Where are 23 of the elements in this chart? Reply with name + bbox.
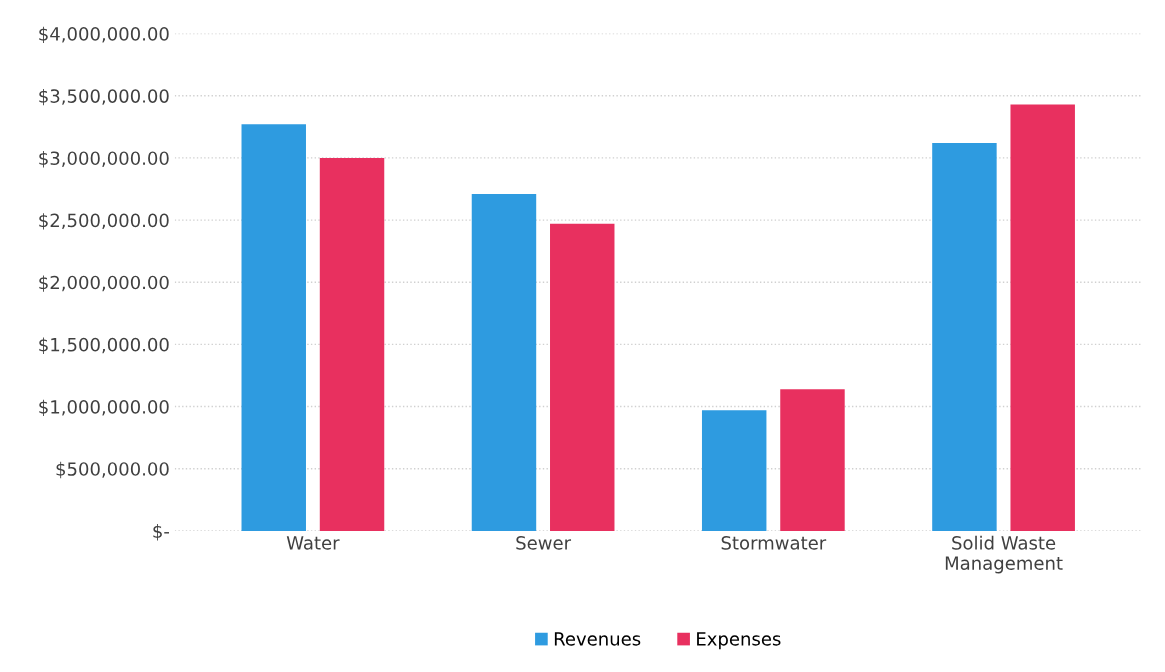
x-tick-label: Solid Waste Management <box>945 535 1063 574</box>
bar <box>241 124 306 531</box>
x-tick-label: Water <box>286 536 340 550</box>
legend-label: Expenses <box>697 632 781 650</box>
bar <box>1010 104 1075 531</box>
y-tick-label: $3,500,000.00 <box>39 88 169 106</box>
y-tick-label: $1,500,000.00 <box>39 337 169 354</box>
legend-label: Revenues <box>554 632 641 646</box>
bar <box>550 223 615 531</box>
y-tick-label: $2,500,000.00 <box>39 213 169 230</box>
y-tick-label: $- <box>153 524 170 541</box>
x-tick-label: Stormwater <box>721 536 827 550</box>
bar <box>471 193 537 531</box>
y-tick-label: $500,000.00 <box>56 461 169 479</box>
y-tick-label: $4,000,000.00 <box>39 26 169 44</box>
bar <box>701 410 767 531</box>
bar <box>319 157 385 531</box>
y-tick-label: $2,000,000.00 <box>39 275 169 292</box>
x-tick-label: Sewer <box>516 536 572 550</box>
bar <box>780 389 845 531</box>
y-tick-label: $1,000,000.00 <box>39 399 169 417</box>
bar <box>932 143 997 531</box>
y-tick-label: $3,000,000.00 <box>39 151 169 168</box>
